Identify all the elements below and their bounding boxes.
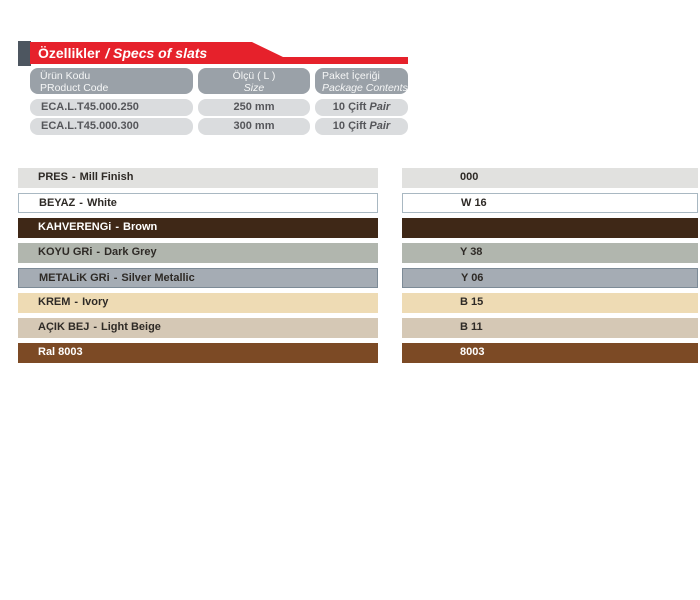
label-dash: - xyxy=(79,197,83,209)
color-name-tr: KREM xyxy=(38,296,71,308)
color-code-value: B 15 xyxy=(460,296,484,308)
color-code-value: W 16 xyxy=(461,197,487,209)
color-name-tr: METALiK GRi xyxy=(39,272,110,284)
color-name-en: Silver Metallic xyxy=(121,272,195,284)
label-dash: - xyxy=(71,171,76,183)
color-row-code-swatch: Y 38 xyxy=(402,243,698,263)
column-header-line1: Ölçü ( L ) xyxy=(232,70,276,82)
color-row-label-swatch: BEYAZ - White xyxy=(18,193,378,213)
section-title-en: / Specs of slats xyxy=(105,45,208,61)
product-code-cell: ECA.L.T45.000.250 xyxy=(30,99,193,116)
color-row-code-swatch: 8003 xyxy=(402,343,698,363)
package-qty: 10 Çift xyxy=(332,101,367,113)
color-name-en: Mill Finish xyxy=(79,171,134,183)
banner-polygon xyxy=(30,42,408,64)
color-row-code-swatch: W 16 xyxy=(402,193,698,213)
color-name-tr: AÇIK BEJ xyxy=(38,321,90,333)
label-dash: - xyxy=(74,296,79,308)
color-code-value: 000 xyxy=(460,171,479,183)
column-header-line1: Ürün Kodu xyxy=(40,70,91,82)
package-qty: 10 Çift xyxy=(332,120,367,132)
color-name-en: Ivory xyxy=(82,296,109,308)
column-header-package-contents: Paket İçeriği Package Contents xyxy=(315,68,408,94)
color-row-code-swatch: B 15 xyxy=(402,293,698,313)
color-name-en: Light Beige xyxy=(101,321,161,333)
color-row-code-swatch: B 11 xyxy=(402,318,698,338)
color-name-tr: Ral 8003 xyxy=(38,346,83,358)
product-code-value: ECA.L.T45.000.300 xyxy=(41,120,139,132)
color-code-value: 8003 xyxy=(460,346,485,358)
color-row-label-swatch: KAHVERENGi - Brown xyxy=(18,218,378,238)
column-header-size: Ölçü ( L ) Size xyxy=(198,68,310,94)
label-dash: - xyxy=(93,321,98,333)
color-code-value: B 11 xyxy=(460,321,483,333)
package-cell: 10 Çift Pair xyxy=(315,118,408,135)
color-name-en: Brown xyxy=(123,221,158,233)
size-value: 250 mm xyxy=(233,101,275,113)
color-row-code-swatch: Y 06 xyxy=(402,268,698,288)
color-row-code-swatch xyxy=(402,218,698,238)
size-cell: 300 mm xyxy=(198,118,310,135)
color-name-tr: KAHVERENGi xyxy=(38,221,112,233)
column-header-product-code: Ürün Kodu PRoduct Code xyxy=(30,68,193,94)
color-code-value: Y 38 xyxy=(460,246,483,258)
label-dash: - xyxy=(115,221,120,233)
color-row-code-swatch: 000 xyxy=(402,168,698,188)
banner-ribbon-shape xyxy=(30,42,408,64)
column-header-line2: Package Contents xyxy=(322,82,408,94)
color-name-tr: KOYU GRi xyxy=(38,246,93,258)
color-name-en: White xyxy=(86,197,117,209)
column-header-line2: PRoduct Code xyxy=(40,82,109,94)
section-title: Özellikler / Specs of slats xyxy=(38,42,207,64)
color-row-label-swatch: KOYU GRi - Dark Grey xyxy=(18,243,378,263)
section-title-tr: Özellikler xyxy=(38,45,101,61)
column-header-line1: Paket İçeriği xyxy=(322,70,380,82)
column-header-line2: Size xyxy=(243,82,265,94)
color-name-tr: BEYAZ xyxy=(39,197,76,209)
size-value: 300 mm xyxy=(233,120,275,132)
color-row-label-swatch: Ral 8003- xyxy=(18,343,378,363)
label-dash: - xyxy=(96,246,101,258)
color-code-value: Y 06 xyxy=(461,272,484,284)
color-name-en: Dark Grey xyxy=(104,246,157,258)
product-code-value: ECA.L.T45.000.250 xyxy=(41,101,139,113)
package-cell: 10 Çift Pair xyxy=(315,99,408,116)
label-dash: - xyxy=(113,272,118,284)
banner-side-notch xyxy=(18,41,31,66)
color-name-tr: PRES xyxy=(38,171,68,183)
color-row-label-swatch: KREM - Ivory xyxy=(18,293,378,313)
color-row-label-swatch: METALiK GRi - Silver Metallic xyxy=(18,268,378,288)
package-unit: Pair xyxy=(369,120,391,132)
color-row-label-swatch: AÇIK BEJ - Light Beige xyxy=(18,318,378,338)
size-cell: 250 mm xyxy=(198,99,310,116)
color-row-label-swatch: PRES - Mill Finish xyxy=(18,168,378,188)
package-unit: Pair xyxy=(369,101,391,113)
product-code-cell: ECA.L.T45.000.300 xyxy=(30,118,193,135)
